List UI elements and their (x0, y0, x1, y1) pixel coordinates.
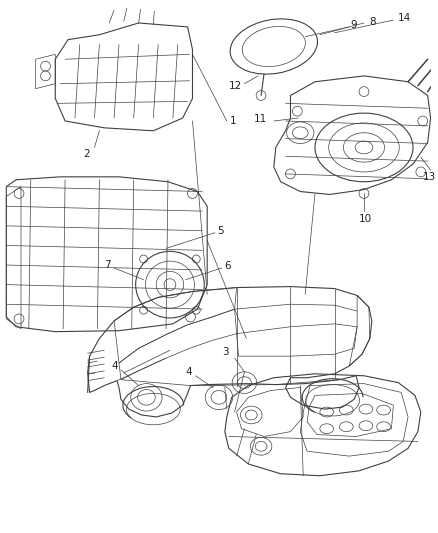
Text: 7: 7 (104, 260, 111, 270)
Text: 9: 9 (350, 20, 357, 30)
Text: 6: 6 (224, 261, 230, 271)
Text: 12: 12 (229, 80, 242, 91)
Text: 2: 2 (84, 149, 90, 159)
Text: 3: 3 (222, 347, 229, 357)
Text: 14: 14 (398, 13, 412, 23)
Text: 11: 11 (254, 114, 268, 124)
Text: 1: 1 (230, 116, 237, 126)
Text: 8: 8 (369, 17, 375, 27)
Text: 5: 5 (217, 226, 224, 236)
Text: 4: 4 (111, 361, 118, 371)
Text: 10: 10 (359, 214, 372, 224)
Text: 13: 13 (423, 172, 436, 182)
Text: 4: 4 (186, 367, 192, 377)
